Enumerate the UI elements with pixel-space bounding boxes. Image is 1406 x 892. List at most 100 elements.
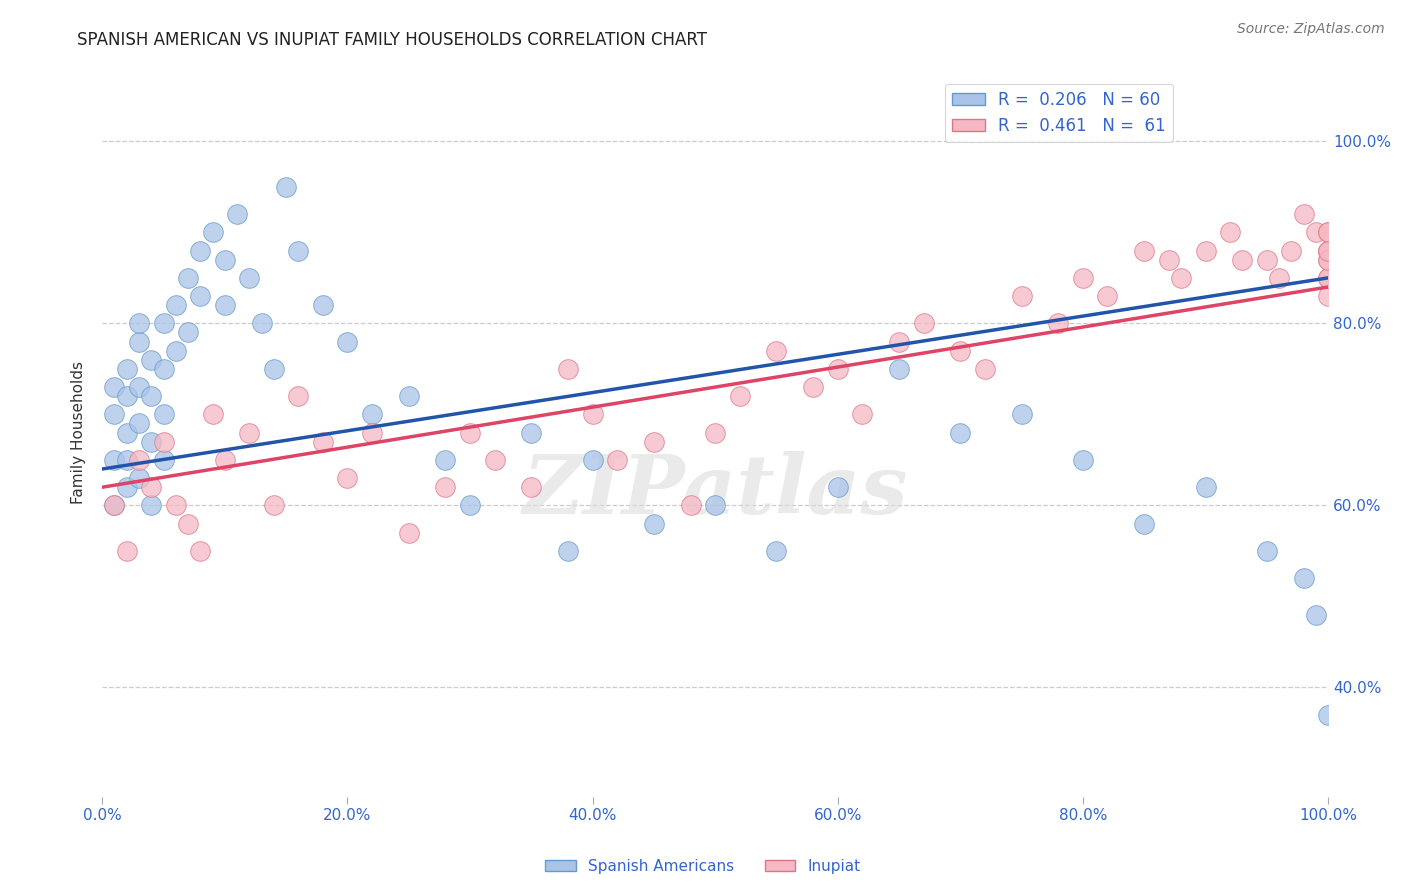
Point <box>103 380 125 394</box>
Point <box>103 453 125 467</box>
Point <box>128 471 150 485</box>
Point <box>287 389 309 403</box>
Point <box>103 408 125 422</box>
Point <box>312 298 335 312</box>
Point <box>1097 289 1119 303</box>
Point <box>1317 271 1340 285</box>
Point <box>141 434 163 449</box>
Point <box>214 252 236 267</box>
Point <box>704 425 727 440</box>
Point <box>152 317 174 331</box>
Point <box>103 499 125 513</box>
Point <box>312 434 335 449</box>
Point <box>765 544 787 558</box>
Point <box>263 362 285 376</box>
Point <box>274 179 297 194</box>
Point <box>115 480 138 494</box>
Point <box>887 334 910 349</box>
Point <box>827 480 849 494</box>
Legend: R =  0.206   N = 60, R =  0.461   N =  61: R = 0.206 N = 60, R = 0.461 N = 61 <box>945 84 1173 142</box>
Point <box>949 425 972 440</box>
Point <box>581 408 603 422</box>
Point <box>1219 225 1241 239</box>
Point <box>728 389 751 403</box>
Point <box>1317 244 1340 258</box>
Point <box>912 317 935 331</box>
Point <box>177 271 200 285</box>
Point <box>557 544 579 558</box>
Point <box>214 298 236 312</box>
Point <box>1047 317 1070 331</box>
Point <box>115 453 138 467</box>
Point <box>103 499 125 513</box>
Point <box>1133 516 1156 531</box>
Point <box>679 499 702 513</box>
Point <box>141 499 163 513</box>
Point <box>361 408 384 422</box>
Point <box>458 425 481 440</box>
Point <box>1157 252 1180 267</box>
Point <box>434 453 457 467</box>
Y-axis label: Family Households: Family Households <box>72 361 86 504</box>
Point <box>165 298 187 312</box>
Point <box>250 317 273 331</box>
Point <box>1317 244 1340 258</box>
Point <box>361 425 384 440</box>
Point <box>398 525 420 540</box>
Point <box>973 362 995 376</box>
Point <box>141 480 163 494</box>
Point <box>152 453 174 467</box>
Point <box>1256 252 1278 267</box>
Point <box>115 425 138 440</box>
Point <box>165 499 187 513</box>
Point <box>1170 271 1192 285</box>
Point <box>484 453 506 467</box>
Point <box>1194 244 1216 258</box>
Point <box>1256 544 1278 558</box>
Point <box>1317 244 1340 258</box>
Point <box>581 453 603 467</box>
Point <box>336 471 359 485</box>
Point <box>128 380 150 394</box>
Point <box>152 408 174 422</box>
Point <box>128 334 150 349</box>
Point <box>188 289 211 303</box>
Point <box>887 362 910 376</box>
Point <box>520 425 543 440</box>
Text: Source: ZipAtlas.com: Source: ZipAtlas.com <box>1237 22 1385 37</box>
Point <box>1317 225 1340 239</box>
Point <box>1194 480 1216 494</box>
Point <box>201 225 224 239</box>
Point <box>1071 271 1094 285</box>
Point <box>643 516 665 531</box>
Point <box>177 326 200 340</box>
Point <box>201 408 224 422</box>
Point <box>1268 271 1291 285</box>
Point <box>1317 252 1340 267</box>
Point <box>1317 225 1340 239</box>
Point <box>1071 453 1094 467</box>
Point <box>115 389 138 403</box>
Point <box>1305 607 1327 622</box>
Point <box>1317 707 1340 722</box>
Point <box>557 362 579 376</box>
Point <box>128 317 150 331</box>
Point <box>141 352 163 367</box>
Text: ZIPatlas: ZIPatlas <box>523 450 908 531</box>
Point <box>238 425 260 440</box>
Point <box>152 434 174 449</box>
Point <box>1011 408 1033 422</box>
Point <box>606 453 628 467</box>
Point <box>165 343 187 358</box>
Point <box>287 244 309 258</box>
Point <box>1011 289 1033 303</box>
Point <box>398 389 420 403</box>
Point <box>1292 207 1315 221</box>
Point <box>128 453 150 467</box>
Point <box>434 480 457 494</box>
Point <box>226 207 249 221</box>
Point <box>520 480 543 494</box>
Point <box>263 499 285 513</box>
Point <box>141 389 163 403</box>
Point <box>458 499 481 513</box>
